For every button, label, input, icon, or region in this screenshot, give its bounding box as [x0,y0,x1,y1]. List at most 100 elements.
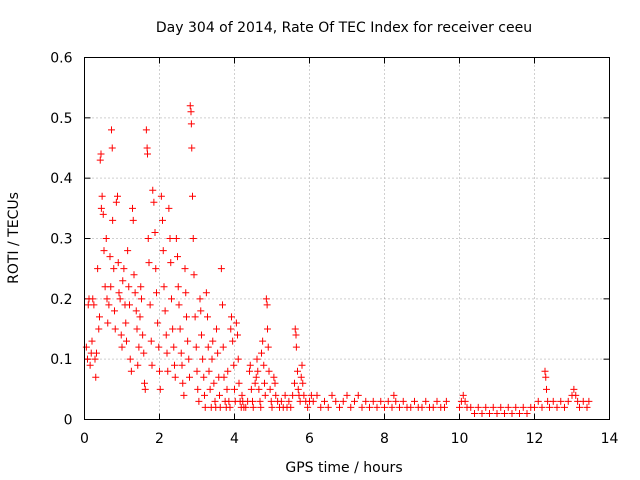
data-point [384,397,392,405]
data-point [204,313,211,321]
data-point [381,403,388,411]
data-point [146,301,154,309]
data-point [110,265,118,273]
data-point [219,343,227,351]
data-point [531,403,538,411]
data-point [179,379,187,387]
data-point [208,355,216,363]
data-point [264,325,271,333]
axis-ticks [84,57,610,420]
data-point [185,355,193,363]
data-point [332,397,340,405]
x-tick-label: 2 [155,431,164,447]
data-point [213,325,220,333]
data-point [106,253,114,261]
data-point [219,301,226,309]
data-point [482,403,490,411]
data-point [94,265,102,273]
data-point [246,361,254,369]
y-tick-label: 0.3 [50,232,72,248]
data-point [202,289,210,297]
data-point [152,265,160,273]
data-point [180,391,188,399]
data-point [262,295,270,303]
data-point [317,403,325,411]
data-point [585,397,593,405]
data-point [523,409,531,417]
data-point [392,397,400,405]
data-point [144,235,152,242]
data-point [126,355,134,363]
data-point [272,391,280,399]
data-point [519,403,527,411]
data-point [187,120,195,128]
data-point [142,126,150,134]
data-point [441,403,448,411]
data-point [546,403,553,411]
data-point [497,403,505,411]
data-point [234,355,242,363]
data-point [140,349,148,357]
data-point [127,367,135,375]
data-point [147,337,155,345]
data-point [105,301,113,309]
y-tick-label: 0.5 [50,111,72,127]
data-point [209,337,217,345]
data-point [116,295,124,303]
data-point [396,403,403,411]
data-point [324,403,332,411]
data-point [189,235,197,242]
data-point [471,409,478,417]
y-tick-label: 0.1 [50,352,72,368]
y-axis-title: ROTI / TECUs [6,192,22,284]
data-point [138,295,145,303]
data-point [304,403,312,411]
data-point [104,319,112,327]
y-tick-label: 0.2 [50,292,72,308]
data-point [178,361,186,369]
data-point [399,397,407,405]
y-tick-labels: 0 0.1 0.2 0.3 0.4 0.5 0.6 [50,51,72,429]
x-tick-label: 4 [230,431,239,447]
data-point [165,204,173,212]
data-point [200,373,208,381]
data-point [196,295,204,303]
data-point [252,373,260,381]
data-point [390,391,398,399]
data-point [167,259,175,267]
data-point [321,397,328,405]
data-point [206,385,214,393]
data-point [109,216,117,224]
data-point [118,343,126,351]
data-point [242,403,250,411]
data-point [86,361,94,369]
data-point [194,385,202,393]
data-point [249,403,257,411]
y-tick-label: 0 [64,413,73,429]
data-point [184,337,192,345]
data-point [108,144,116,152]
data-point [266,385,274,393]
data-point [294,385,302,393]
data-point [107,283,115,291]
data-point [210,379,218,387]
data-point [572,391,580,399]
data-points [82,102,593,417]
data-point [96,156,104,164]
data-point [204,343,212,351]
data-point [99,210,107,218]
data-point [553,403,561,411]
data-point [429,403,437,411]
data-point [122,319,130,327]
data-point [197,307,205,315]
data-point [292,331,300,339]
data-point [112,198,120,206]
data-point [294,367,301,375]
data-point [268,403,276,411]
data-point [150,198,158,206]
data-point [153,289,160,297]
data-point [92,373,100,381]
data-point [227,325,235,333]
